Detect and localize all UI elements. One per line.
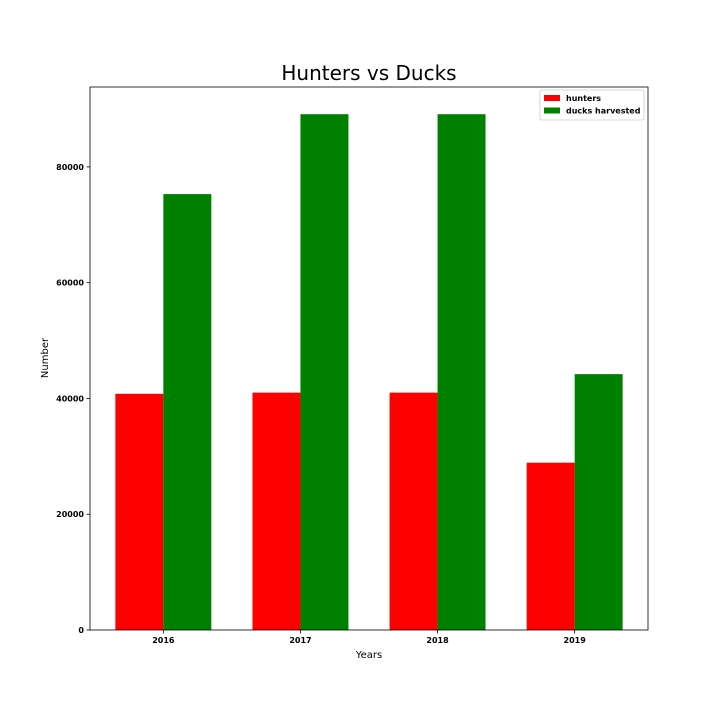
bar-ducks-harvested-2018 (437, 114, 486, 630)
y-tick-label: 60000 (56, 279, 84, 288)
bar-ducks-harvested-2016 (163, 194, 212, 630)
y-axis-label: Number (40, 337, 51, 378)
legend: hunters ducks harvested (539, 89, 645, 121)
y-tick-label: 0 (78, 626, 84, 635)
bar-ducks-harvested-2017 (300, 114, 349, 630)
bar-hunters-2016 (115, 393, 164, 630)
x-tick-label: 2017 (289, 636, 311, 645)
x-tick-label: 2016 (152, 636, 175, 645)
legend-label-ducks-harvested: ducks harvested (566, 107, 641, 116)
bar-hunters-2018 (389, 392, 438, 630)
legend-swatch-hunters (544, 95, 560, 101)
legend-box (539, 89, 645, 121)
y-tick-label: 80000 (56, 163, 84, 172)
plot-area: 2016 2017 2018 2019 0 20000 40000 60000 80000 (56, 86, 649, 645)
y-tick-label: 40000 (56, 394, 84, 403)
x-axis-label: Years (355, 650, 382, 661)
bar-hunters-2017 (252, 392, 301, 630)
bar-ducks-harvested-2019 (574, 374, 623, 630)
legend-label-hunters: hunters (566, 94, 601, 103)
y-tick-label: 20000 (56, 510, 84, 519)
chart-title: Hunters vs Ducks (281, 61, 456, 85)
legend-swatch-ducks-harvested (544, 107, 560, 114)
x-tick-label: 2019 (564, 636, 587, 645)
plot-frame (89, 86, 649, 631)
bar-hunters-2019 (526, 462, 575, 630)
x-tick-label: 2018 (426, 636, 449, 645)
